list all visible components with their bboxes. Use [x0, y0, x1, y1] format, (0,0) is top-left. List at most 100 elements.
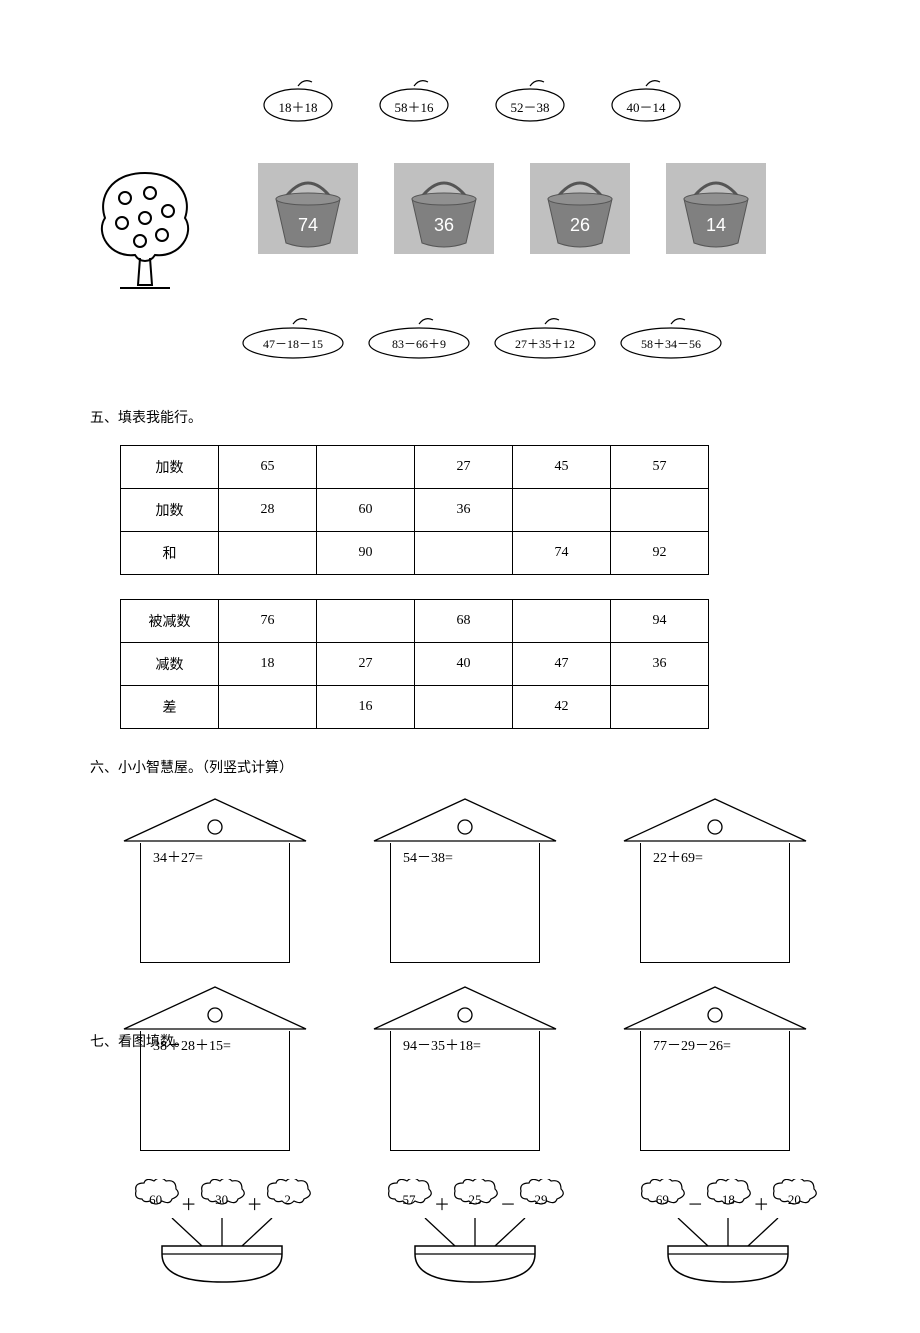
- cell: 差: [121, 686, 219, 729]
- cloud-value: 29: [517, 1192, 565, 1208]
- cell: [219, 532, 317, 575]
- house-roof-icon: [370, 983, 560, 1031]
- apples-bottom-row: 47－18－15 83－66＋9 27＋35＋12 58＋34－56: [230, 318, 830, 379]
- cell: 18: [219, 643, 317, 686]
- apple-label: 47－18－15: [238, 335, 348, 352]
- cell: [415, 686, 513, 729]
- house-item: 38＋28＋15=: [120, 983, 310, 1151]
- cell: 90: [317, 532, 415, 575]
- cell: 65: [219, 446, 317, 489]
- cell: 加数: [121, 446, 219, 489]
- house-item: 22＋69=: [620, 795, 810, 963]
- house-expression: 77－29－26=: [640, 1031, 790, 1151]
- bucket-number: 36: [394, 215, 494, 236]
- tree-bucket-row: 74 36 26 14: [90, 163, 830, 298]
- apple-item: 83－66＋9: [364, 318, 474, 379]
- apple-item: 40－14: [606, 80, 686, 143]
- apple-label: 52－38: [490, 97, 570, 116]
- house-roof-icon: [370, 795, 560, 843]
- bucket-item: 26: [530, 163, 630, 254]
- cell: [611, 489, 709, 532]
- houses-row-top: 34＋27= 54－38= 22＋69=: [120, 795, 830, 963]
- apple-item: 27＋35＋12: [490, 318, 600, 379]
- house-roof-icon: [120, 983, 310, 1031]
- cell: [219, 686, 317, 729]
- bucket-number: 74: [258, 215, 358, 236]
- cell: [317, 600, 415, 643]
- house-roof-icon: [620, 795, 810, 843]
- cell: 74: [513, 532, 611, 575]
- operator: ＋: [180, 1191, 198, 1215]
- cell: [317, 446, 415, 489]
- cell: 和: [121, 532, 219, 575]
- houses-row-bottom: 38＋28＋15= 94－35＋18= 77－29－26=: [120, 983, 830, 1151]
- cell: 加数: [121, 489, 219, 532]
- cell: 40: [415, 643, 513, 686]
- cell: 16: [317, 686, 415, 729]
- operator: －: [686, 1191, 704, 1215]
- cloud-value: 69: [638, 1192, 686, 1208]
- cell: 76: [219, 600, 317, 643]
- house-expression: 34＋27=: [140, 843, 290, 963]
- table-row: 减数 18 27 40 47 36: [121, 643, 709, 686]
- table-row: 被减数 76 68 94: [121, 600, 709, 643]
- cell: 被减数: [121, 600, 219, 643]
- section5-title: 五、填表我能行。: [90, 407, 830, 427]
- cell: 27: [415, 446, 513, 489]
- cell: 减数: [121, 643, 219, 686]
- cloud-value: 30: [198, 1192, 246, 1208]
- cell: [611, 686, 709, 729]
- operator: ＋: [752, 1191, 770, 1215]
- bucket-item: 36: [394, 163, 494, 254]
- apple-label: 18＋18: [258, 97, 338, 116]
- operator: ＋: [433, 1191, 451, 1215]
- cell: 68: [415, 600, 513, 643]
- house-expression: 22＋69=: [640, 843, 790, 963]
- house-item: 94－35＋18=: [370, 983, 560, 1151]
- bucket-number: 26: [530, 215, 630, 236]
- tree-icon: [90, 163, 200, 298]
- table-row: 加数 28 60 36: [121, 489, 709, 532]
- table-row: 和 90 74 92: [121, 532, 709, 575]
- house-item: 54－38=: [370, 795, 560, 963]
- apple-item: 47－18－15: [238, 318, 348, 379]
- cell: 94: [611, 600, 709, 643]
- apple-label: 83－66＋9: [364, 335, 474, 352]
- cell: 57: [611, 446, 709, 489]
- bucket-item: 74: [258, 163, 358, 254]
- pot-item: 60 ＋ 30 ＋ 2: [120, 1179, 323, 1293]
- addition-table: 加数 65 27 45 57 加数 28 60 36 和 90 74 92: [120, 445, 709, 575]
- cell: [513, 489, 611, 532]
- cell: [513, 600, 611, 643]
- cloud-value: 2: [264, 1192, 312, 1208]
- house-item: 77－29－26=: [620, 983, 810, 1151]
- house-item: 34＋27=: [120, 795, 310, 963]
- section6-title: 六、小小智慧屋。（列竖式计算）: [90, 757, 830, 777]
- house-roof-icon: [620, 983, 810, 1031]
- operator: －: [499, 1191, 517, 1215]
- flowerpot-icon: [132, 1218, 312, 1288]
- bucket-item: 14: [666, 163, 766, 254]
- cell: 45: [513, 446, 611, 489]
- cell: 28: [219, 489, 317, 532]
- cloud-value: 60: [132, 1192, 180, 1208]
- pots-row: 60 ＋ 30 ＋ 2: [120, 1179, 830, 1293]
- cloud-value: 57: [385, 1192, 433, 1208]
- cloud-value: 25: [451, 1192, 499, 1208]
- house-expression: 94－35＋18=: [390, 1031, 540, 1151]
- cell: 36: [611, 643, 709, 686]
- apple-label: 27＋35＋12: [490, 335, 600, 352]
- cell: 42: [513, 686, 611, 729]
- apple-label: 40－14: [606, 97, 686, 116]
- apple-item: 58＋34－56: [616, 318, 726, 379]
- apple-item: 58＋16: [374, 80, 454, 143]
- table-row: 加数 65 27 45 57: [121, 446, 709, 489]
- cell: 27: [317, 643, 415, 686]
- flowerpot-icon: [385, 1218, 565, 1288]
- apples-top-row: 18＋18 58＋16 52－38 40－14: [240, 80, 830, 143]
- apple-item: 18＋18: [258, 80, 338, 143]
- house-expression: 54－38=: [390, 843, 540, 963]
- cell: 60: [317, 489, 415, 532]
- apple-label: 58＋16: [374, 97, 454, 116]
- operator: ＋: [246, 1191, 264, 1215]
